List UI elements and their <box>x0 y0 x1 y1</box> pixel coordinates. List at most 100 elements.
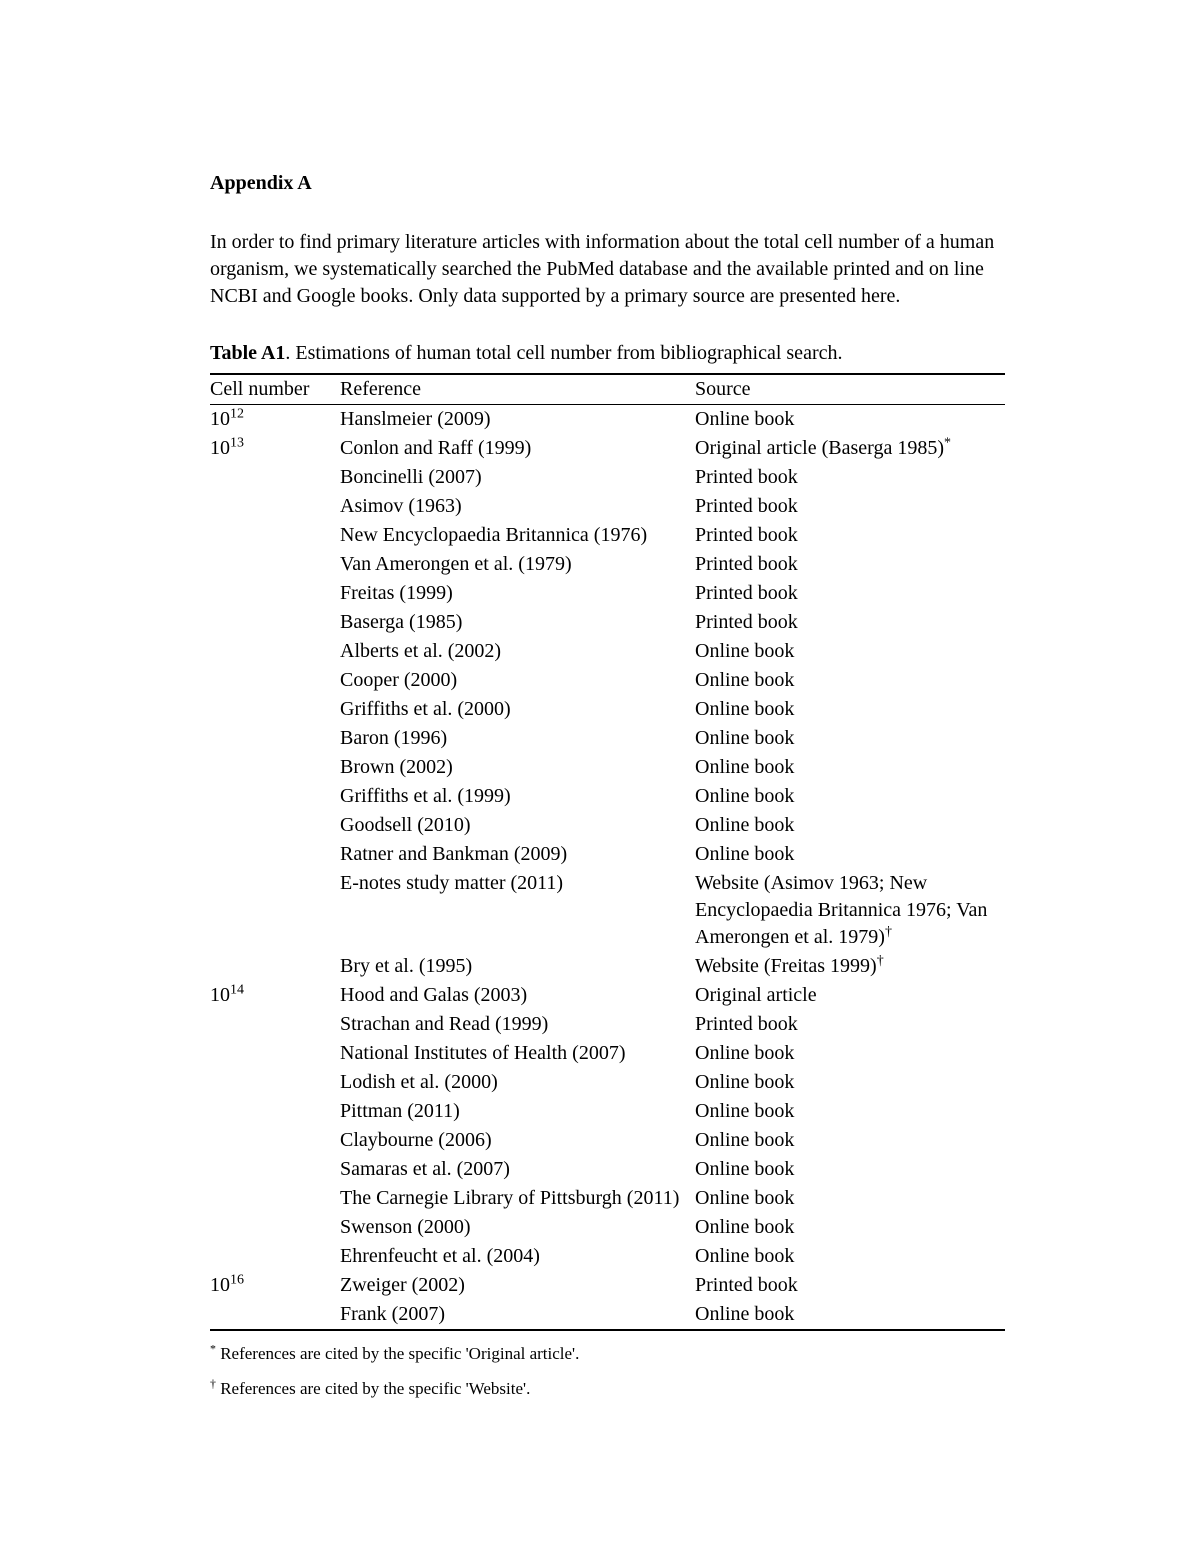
table-row: Griffiths et al. (2000)Online book <box>210 695 1005 724</box>
source: Online book <box>695 666 1005 695</box>
cell-number <box>210 869 340 952</box>
table-row: Van Amerongen et al. (1979)Printed book <box>210 550 1005 579</box>
table-row: 1014Hood and Galas (2003)Original articl… <box>210 981 1005 1010</box>
cell-number <box>210 550 340 579</box>
reference: Griffiths et al. (1999) <box>340 782 695 811</box>
cell-number <box>210 1068 340 1097</box>
table-row: Ehrenfeucht et al. (2004)Online book <box>210 1242 1005 1271</box>
table-row: Frank (2007)Online book <box>210 1300 1005 1330</box>
table-caption-label: Table A1 <box>210 342 285 364</box>
reference: Brown (2002) <box>340 753 695 782</box>
source: Online book <box>695 753 1005 782</box>
cell-number <box>210 1242 340 1271</box>
table-row: The Carnegie Library of Pittsburgh (2011… <box>210 1184 1005 1213</box>
source: Online book <box>695 1184 1005 1213</box>
cell-number <box>210 695 340 724</box>
table-a1: Cell number Reference Source 1012Hanslme… <box>210 373 1005 1331</box>
source: Online book <box>695 811 1005 840</box>
cell-number <box>210 1155 340 1184</box>
reference: Boncinelli (2007) <box>340 463 695 492</box>
footnote: † References are cited by the specific '… <box>210 1378 1005 1401</box>
appendix-heading: Appendix A <box>210 170 1005 197</box>
table-row: Baron (1996)Online book <box>210 724 1005 753</box>
cell-number <box>210 579 340 608</box>
source: Online book <box>695 637 1005 666</box>
intro-paragraph: In order to find primary literature arti… <box>210 229 1005 310</box>
table-row: New Encyclopaedia Britannica (1976)Print… <box>210 521 1005 550</box>
reference: Hood and Galas (2003) <box>340 981 695 1010</box>
reference: Zweiger (2002) <box>340 1271 695 1300</box>
cell-number: 1013 <box>210 434 340 463</box>
table-header-row: Cell number Reference Source <box>210 374 1005 405</box>
cell-number <box>210 492 340 521</box>
table-row: E-notes study matter (2011)Website (Asim… <box>210 869 1005 952</box>
source: Printed book <box>695 521 1005 550</box>
cell-number <box>210 1097 340 1126</box>
cell-number <box>210 1213 340 1242</box>
source: Online book <box>695 840 1005 869</box>
cell-number <box>210 608 340 637</box>
cell-number: 1012 <box>210 405 340 435</box>
table-row: Strachan and Read (1999)Printed book <box>210 1010 1005 1039</box>
table-caption-text: . Estimations of human total cell number… <box>285 342 842 364</box>
table-row: Goodsell (2010)Online book <box>210 811 1005 840</box>
reference: Goodsell (2010) <box>340 811 695 840</box>
source: Printed book <box>695 492 1005 521</box>
table-row: Baserga (1985)Printed book <box>210 608 1005 637</box>
table-row: Bry et al. (1995)Website (Freitas 1999)† <box>210 952 1005 981</box>
source: Online book <box>695 1300 1005 1330</box>
source: Online book <box>695 1213 1005 1242</box>
table-row: 1016Zweiger (2002)Printed book <box>210 1271 1005 1300</box>
cell-number <box>210 1126 340 1155</box>
source: Original article <box>695 981 1005 1010</box>
reference: Frank (2007) <box>340 1300 695 1330</box>
source: Online book <box>695 1126 1005 1155</box>
cell-number <box>210 724 340 753</box>
cell-number: 1014 <box>210 981 340 1010</box>
table-row: Lodish et al. (2000)Online book <box>210 1068 1005 1097</box>
table-row: Samaras et al. (2007)Online book <box>210 1155 1005 1184</box>
table-body: 1012Hanslmeier (2009)Online book1013Conl… <box>210 405 1005 1331</box>
reference: Van Amerongen et al. (1979) <box>340 550 695 579</box>
table-row: Cooper (2000)Online book <box>210 666 1005 695</box>
table-row: Claybourne (2006)Online book <box>210 1126 1005 1155</box>
reference: Claybourne (2006) <box>340 1126 695 1155</box>
source: Online book <box>695 782 1005 811</box>
source: Online book <box>695 1155 1005 1184</box>
source: Website (Freitas 1999)† <box>695 952 1005 981</box>
table-row: Swenson (2000)Online book <box>210 1213 1005 1242</box>
reference: National Institutes of Health (2007) <box>340 1039 695 1068</box>
table-row: Pittman (2011)Online book <box>210 1097 1005 1126</box>
table-row: Boncinelli (2007)Printed book <box>210 463 1005 492</box>
reference: Ehrenfeucht et al. (2004) <box>340 1242 695 1271</box>
source: Online book <box>695 695 1005 724</box>
source: Online book <box>695 1097 1005 1126</box>
reference: Ratner and Bankman (2009) <box>340 840 695 869</box>
col-header-cell-number: Cell number <box>210 374 340 405</box>
table-row: Brown (2002)Online book <box>210 753 1005 782</box>
page-content: Appendix A In order to find primary lite… <box>0 0 1200 1401</box>
source: Printed book <box>695 579 1005 608</box>
reference: Freitas (1999) <box>340 579 695 608</box>
cell-number <box>210 521 340 550</box>
reference: Baron (1996) <box>340 724 695 753</box>
source: Online book <box>695 1068 1005 1097</box>
reference: Hanslmeier (2009) <box>340 405 695 435</box>
reference: Lodish et al. (2000) <box>340 1068 695 1097</box>
table-row: Ratner and Bankman (2009)Online book <box>210 840 1005 869</box>
cell-number <box>210 1300 340 1330</box>
source: Online book <box>695 405 1005 435</box>
reference: New Encyclopaedia Britannica (1976) <box>340 521 695 550</box>
table-footnotes: * References are cited by the specific '… <box>210 1343 1005 1401</box>
table-row: Griffiths et al. (1999)Online book <box>210 782 1005 811</box>
reference: Samaras et al. (2007) <box>340 1155 695 1184</box>
cell-number <box>210 1184 340 1213</box>
source: Printed book <box>695 550 1005 579</box>
cell-number: 1016 <box>210 1271 340 1300</box>
reference: Cooper (2000) <box>340 666 695 695</box>
cell-number <box>210 637 340 666</box>
table-row: Asimov (1963)Printed book <box>210 492 1005 521</box>
reference: Griffiths et al. (2000) <box>340 695 695 724</box>
source: Printed book <box>695 463 1005 492</box>
cell-number <box>210 463 340 492</box>
